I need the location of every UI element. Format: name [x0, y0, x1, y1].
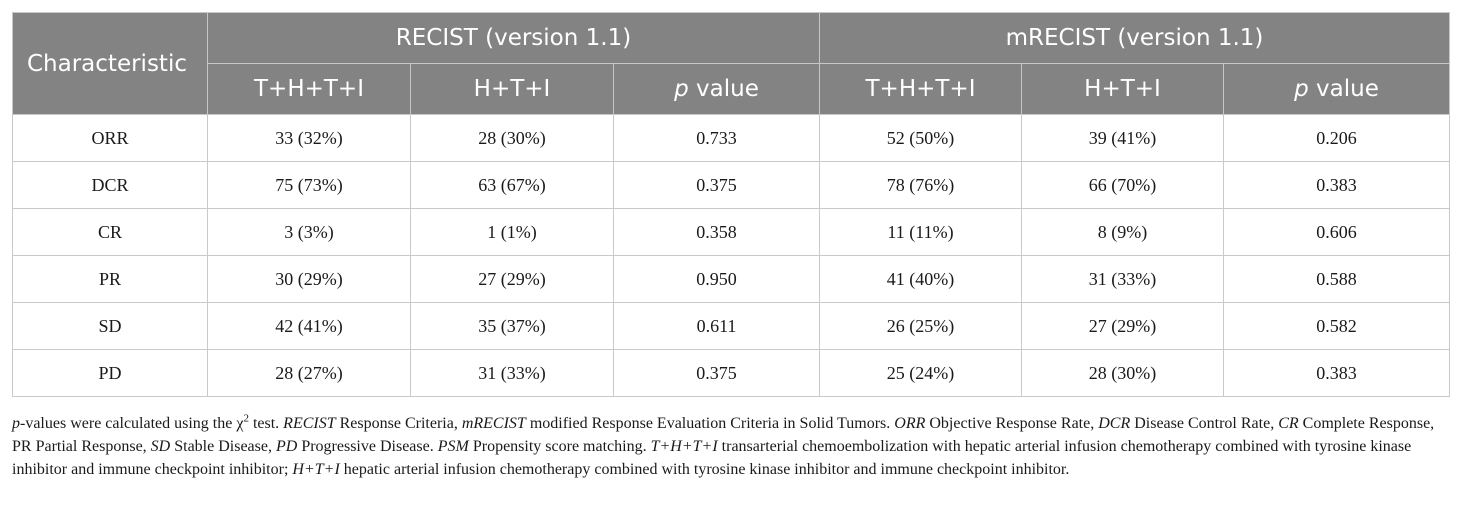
cell-recist-pvalue: 0.950 [613, 255, 820, 303]
header-group-recist: RECIST (version 1.1) [207, 12, 820, 64]
cell-recist-thti: 42 (41%) [207, 302, 411, 350]
fn-abbr: DCR [1098, 415, 1131, 432]
cell-mrecist-pvalue: 0.206 [1223, 114, 1450, 162]
fn-text: transarterial chemoembolization with hep… [12, 438, 1412, 478]
header-mrecist-hti: H+T+I [1021, 63, 1224, 115]
cell-mrecist-thti: 52 (50%) [819, 114, 1022, 162]
header-group-mrecist: mRECIST (version 1.1) [819, 12, 1450, 64]
fn-abbr: mRECIST [461, 415, 526, 432]
cell-recist-hti: 63 (67%) [410, 161, 614, 209]
cell-mrecist-thti: 41 (40%) [819, 255, 1022, 303]
header-row-groups: Characteristic RECIST (version 1.1) mREC… [12, 12, 1450, 115]
table-row: PD 28 (27%) 31 (33%) 0.375 25 (24%) 28 (… [12, 349, 1450, 397]
cell-mrecist-hti: 27 (29%) [1021, 302, 1224, 350]
header-characteristic: Characteristic [12, 12, 208, 115]
header-recist-hti: H+T+I [410, 63, 614, 115]
results-table: Characteristic RECIST (version 1.1) mREC… [12, 12, 1450, 397]
cell-mrecist-pvalue: 0.606 [1223, 208, 1450, 256]
table-body: ORR 33 (32%) 28 (30%) 0.733 52 (50%) 39 … [12, 114, 1450, 397]
cell-recist-thti: 75 (73%) [207, 161, 411, 209]
fn-abbr: SD [150, 438, 171, 455]
cell-mrecist-hti: 66 (70%) [1021, 161, 1224, 209]
header-mrecist-value-word: value [1308, 76, 1379, 102]
fn-abbr: H+T+I [292, 461, 340, 478]
fn-text: Progressive Disease. [297, 438, 438, 455]
row-label: ORR [12, 114, 208, 162]
cell-recist-thti: 28 (27%) [207, 349, 411, 397]
row-label: DCR [12, 161, 208, 209]
cell-recist-hti: 28 (30%) [410, 114, 614, 162]
cell-mrecist-hti: 31 (33%) [1021, 255, 1224, 303]
table-row: ORR 33 (32%) 28 (30%) 0.733 52 (50%) 39 … [12, 114, 1450, 162]
fn-text: Propensity score matching. [468, 438, 651, 455]
cell-recist-pvalue: 0.733 [613, 114, 820, 162]
table-row: PR 30 (29%) 27 (29%) 0.950 41 (40%) 31 (… [12, 255, 1450, 303]
cell-mrecist-thti: 78 (76%) [819, 161, 1022, 209]
fn-text: Complete Response, PR Partial Response, [12, 415, 1435, 455]
cell-recist-pvalue: 0.375 [613, 349, 820, 397]
table-row: SD 42 (41%) 35 (37%) 0.611 26 (25%) 27 (… [12, 302, 1450, 350]
fn-p: p [12, 415, 20, 432]
table-header: Characteristic RECIST (version 1.1) mREC… [12, 12, 1450, 115]
table-footnote: p-values were calculated using the χ2 te… [12, 412, 1452, 481]
header-recist-pvalue: p value [613, 63, 820, 115]
fn-abbr: ORR [894, 415, 926, 432]
table-row: DCR 75 (73%) 63 (67%) 0.375 78 (76%) 66 … [12, 161, 1450, 209]
cell-recist-thti: 3 (3%) [207, 208, 411, 256]
fn-text: Disease Control Rate, [1130, 415, 1279, 432]
cell-recist-hti: 35 (37%) [410, 302, 614, 350]
fn-abbr: RECIST [283, 415, 336, 432]
cell-recist-thti: 30 (29%) [207, 255, 411, 303]
cell-mrecist-hti: 8 (9%) [1021, 208, 1224, 256]
fn-abbr: PSM [437, 438, 469, 455]
header-mrecist-pvalue: p value [1223, 63, 1450, 115]
cell-recist-pvalue: 0.358 [613, 208, 820, 256]
header-row-columns: T+H+T+I H+T+I p value T+H+T+I H+T+I p va… [13, 63, 1450, 115]
cell-mrecist-thti: 25 (24%) [819, 349, 1022, 397]
cell-mrecist-pvalue: 0.383 [1223, 349, 1450, 397]
fn-text: modified Response Evaluation Criteria in… [525, 415, 895, 432]
cell-recist-thti: 33 (32%) [207, 114, 411, 162]
fn-abbr: PD [275, 438, 298, 455]
header-mrecist-p-italic: p [1294, 76, 1309, 102]
row-label: SD [12, 302, 208, 350]
results-table-container: Characteristic RECIST (version 1.1) mREC… [12, 12, 1450, 397]
header-recist-thti: T+H+T+I [207, 63, 411, 115]
fn-text: hepatic arterial infusion chemotherapy c… [339, 461, 1070, 478]
fn-abbr: CR [1278, 415, 1299, 432]
cell-mrecist-hti: 28 (30%) [1021, 349, 1224, 397]
fn-abbr: T+H+T+I [650, 438, 718, 455]
fn-text: test. [248, 415, 284, 432]
row-label: PR [12, 255, 208, 303]
fn-text: Response Criteria, [335, 415, 462, 432]
cell-mrecist-pvalue: 0.383 [1223, 161, 1450, 209]
cell-recist-hti: 1 (1%) [410, 208, 614, 256]
fn-text: Objective Response Rate, [925, 415, 1099, 432]
header-mrecist-thti: T+H+T+I [819, 63, 1022, 115]
cell-recist-hti: 31 (33%) [410, 349, 614, 397]
cell-mrecist-thti: 26 (25%) [819, 302, 1022, 350]
header-recist-value-word: value [688, 76, 759, 102]
cell-mrecist-pvalue: 0.588 [1223, 255, 1450, 303]
cell-recist-hti: 27 (29%) [410, 255, 614, 303]
fn-text: Stable Disease, [170, 438, 276, 455]
header-recist-p-italic: p [674, 76, 689, 102]
cell-mrecist-pvalue: 0.582 [1223, 302, 1450, 350]
fn-text: -values were calculated using the χ [20, 415, 244, 432]
row-label: CR [12, 208, 208, 256]
row-label: PD [12, 349, 208, 397]
cell-recist-pvalue: 0.611 [613, 302, 820, 350]
fn-superscript: 2 [243, 412, 249, 425]
cell-mrecist-thti: 11 (11%) [819, 208, 1022, 256]
cell-mrecist-hti: 39 (41%) [1021, 114, 1224, 162]
cell-recist-pvalue: 0.375 [613, 161, 820, 209]
table-row: CR 3 (3%) 1 (1%) 0.358 11 (11%) 8 (9%) 0… [12, 208, 1450, 256]
